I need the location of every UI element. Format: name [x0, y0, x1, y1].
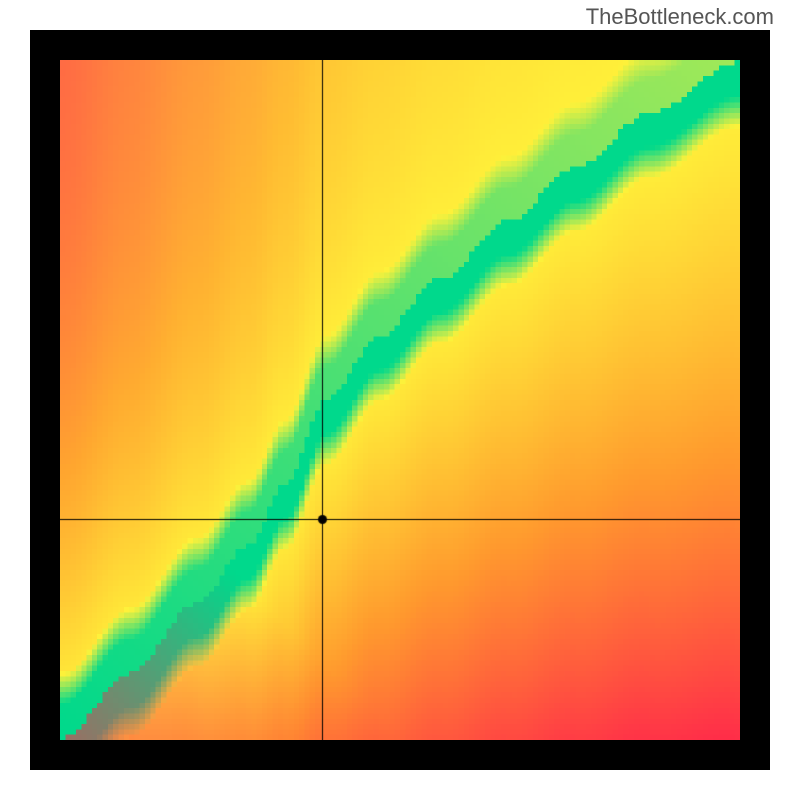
plot-border — [30, 30, 770, 770]
attribution-label: TheBottleneck.com — [586, 4, 774, 30]
